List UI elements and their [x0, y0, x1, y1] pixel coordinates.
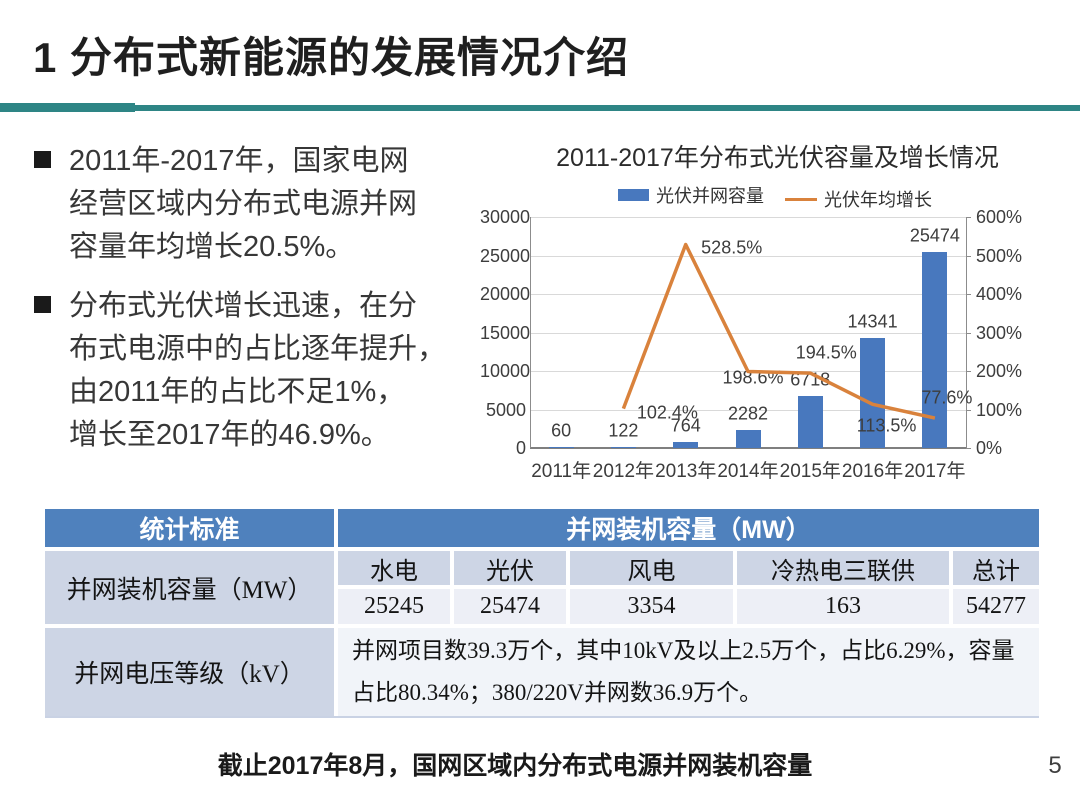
growth-line — [621, 242, 936, 420]
y-tick-label-right: 300% — [976, 322, 1023, 343]
table-col-cchp: 冷热电三联供 — [737, 551, 949, 585]
table-value-hydro: 25245 — [338, 589, 450, 624]
x-tick-label: 2011年 — [531, 461, 592, 482]
bullet-item: 分布式光伏增长迅速，在分 布式电源中的占比逐年提升， 由2011年的占比不足1%… — [30, 285, 500, 457]
page-title: 1 分布式新能源的发展情况介绍 — [33, 34, 630, 81]
table-col-wind: 风电 — [570, 551, 733, 585]
y-tick-label-right: 0% — [976, 438, 1003, 458]
bar-value-label: 2282 — [727, 403, 769, 424]
footer-note: 截止2017年8月，国网区域内分布式电源并网装机容量 — [217, 752, 813, 780]
table-col-pv: 光伏 — [454, 551, 566, 585]
y-tick-label-left: 5000 — [485, 399, 526, 420]
y-tick-label-left: 30000 — [480, 207, 531, 227]
legend-line-swatch — [785, 197, 817, 201]
bar — [797, 396, 823, 448]
page-number: 5 — [1048, 752, 1062, 779]
bullet-text: 2011年-2017年，国家电网 经营区域内分布式电源并网 容量年均增长20.5… — [69, 145, 418, 263]
right-axis-tick — [966, 217, 971, 218]
y-tick-label-left: 10000 — [480, 361, 531, 381]
x-tick-label: 2015年 — [779, 461, 841, 482]
line-point-label: 528.5% — [701, 237, 763, 258]
bullet-text: 分布式光伏增长迅速，在分 布式电源中的占比逐年提升， 由2011年的占比不足1%… — [69, 290, 447, 451]
gridline — [530, 217, 966, 218]
table-col-total: 总计 — [953, 551, 1039, 585]
legend-bar-swatch — [618, 189, 649, 201]
bullet-square-icon — [34, 296, 51, 313]
data-table: 统计标准 并网装机容量（MW） 并网装机容量（MW） 水电 光伏 风电 冷热电三… — [45, 509, 1039, 718]
table-voltage-detail: 并网项目数39.3万个，其中10kV及以上2.5万个，占比6.29%，容量 占比… — [338, 628, 1039, 716]
table-value-total: 54277 — [953, 589, 1039, 624]
right-axis-tick — [966, 332, 971, 334]
table-col-hydro: 水电 — [338, 551, 450, 585]
table-rowlabel-capacity: 并网装机容量（MW） — [45, 551, 334, 624]
legend-label: 光伏年均增长 — [824, 190, 932, 210]
line-point-label: 77.6% — [921, 387, 973, 408]
x-tick-label: 2013年 — [655, 461, 717, 482]
chart-title: 2011-2017年分布式光伏容量及增长情况 — [556, 144, 999, 172]
right-axis-tick — [966, 409, 971, 411]
pv-capacity-chart: 2011-2017年分布式光伏容量及增长情况 光伏并网容量 光伏年均增长 201… — [480, 130, 1075, 495]
right-axis-tick — [966, 448, 971, 449]
title-underline-accent — [0, 103, 135, 112]
bar — [860, 337, 886, 448]
right-axis-line — [966, 217, 967, 448]
table-header-criteria: 统计标准 — [45, 509, 334, 547]
bar-value-label: 122 — [608, 420, 639, 441]
line-point-label: 113.5% — [856, 415, 917, 436]
gridline — [530, 332, 966, 334]
legend-item-line: 光伏年均增长 — [785, 186, 932, 212]
y-tick-label-right: 400% — [976, 284, 1023, 304]
legend-label: 光伏并网容量 — [656, 186, 764, 206]
table-rowlabel-voltage: 并网电压等级（kV） — [45, 628, 334, 716]
y-tick-label-right: 600% — [976, 207, 1023, 227]
bullet-item: 2011年-2017年，国家电网 经营区域内分布式电源并网 容量年均增长20.5… — [30, 140, 500, 269]
x-axis-line — [530, 447, 966, 449]
right-axis-tick — [966, 371, 971, 372]
gridline — [530, 409, 966, 411]
x-tick-label: 2017年 — [904, 461, 966, 482]
gridline — [530, 255, 966, 257]
table-value-wind: 3354 — [570, 589, 733, 624]
table-header-capacity: 并网装机容量（MW） — [338, 509, 1039, 547]
bar — [673, 442, 699, 448]
bar-value-label: 14341 — [847, 311, 898, 332]
bar-value-label: 6718 — [790, 369, 831, 390]
left-axis-line — [530, 217, 531, 448]
bar-value-label: 764 — [670, 415, 701, 436]
bullet-square-icon — [34, 151, 51, 168]
plot-area: 2011年 2012年 2013年 2014年 2015年 2016年 2017年 60 122… — [530, 217, 972, 482]
line-point-label: 194.5% — [795, 342, 857, 363]
x-tick-label: 2014年 — [717, 461, 779, 482]
bullet-list: 2011年-2017年，国家电网 经营区域内分布式电源并网 容量年均增长20.5… — [30, 140, 500, 473]
y-tick-label-left: 20000 — [480, 284, 531, 304]
legend-item-bar: 光伏并网容量 — [618, 182, 764, 208]
y-tick-label-right: 200% — [976, 361, 1023, 381]
y-tick-label-left: 0 — [515, 438, 526, 458]
x-tick-label: 2016年 — [841, 461, 904, 482]
table-value-cchp: 163 — [737, 589, 949, 624]
y-tick-label-right: 100% — [976, 399, 1023, 420]
y-tick-label-right: 500% — [976, 245, 1023, 266]
y-tick-label-left: 15000 — [480, 322, 531, 343]
table-value-pv: 25474 — [454, 589, 566, 624]
right-axis-tick — [966, 294, 971, 295]
bar — [548, 447, 574, 448]
gridline — [530, 294, 966, 295]
title-underline — [0, 105, 1080, 111]
y-tick-label-left: 25000 — [480, 245, 531, 266]
bar — [610, 447, 636, 448]
right-axis-tick — [966, 255, 971, 257]
bar — [735, 430, 761, 448]
bar-value-label: 60 — [551, 420, 572, 441]
line-point-label: 102.4% — [636, 402, 698, 423]
bar-value-label: 25474 — [909, 225, 960, 246]
x-tick-label: 2012年 — [592, 461, 655, 482]
